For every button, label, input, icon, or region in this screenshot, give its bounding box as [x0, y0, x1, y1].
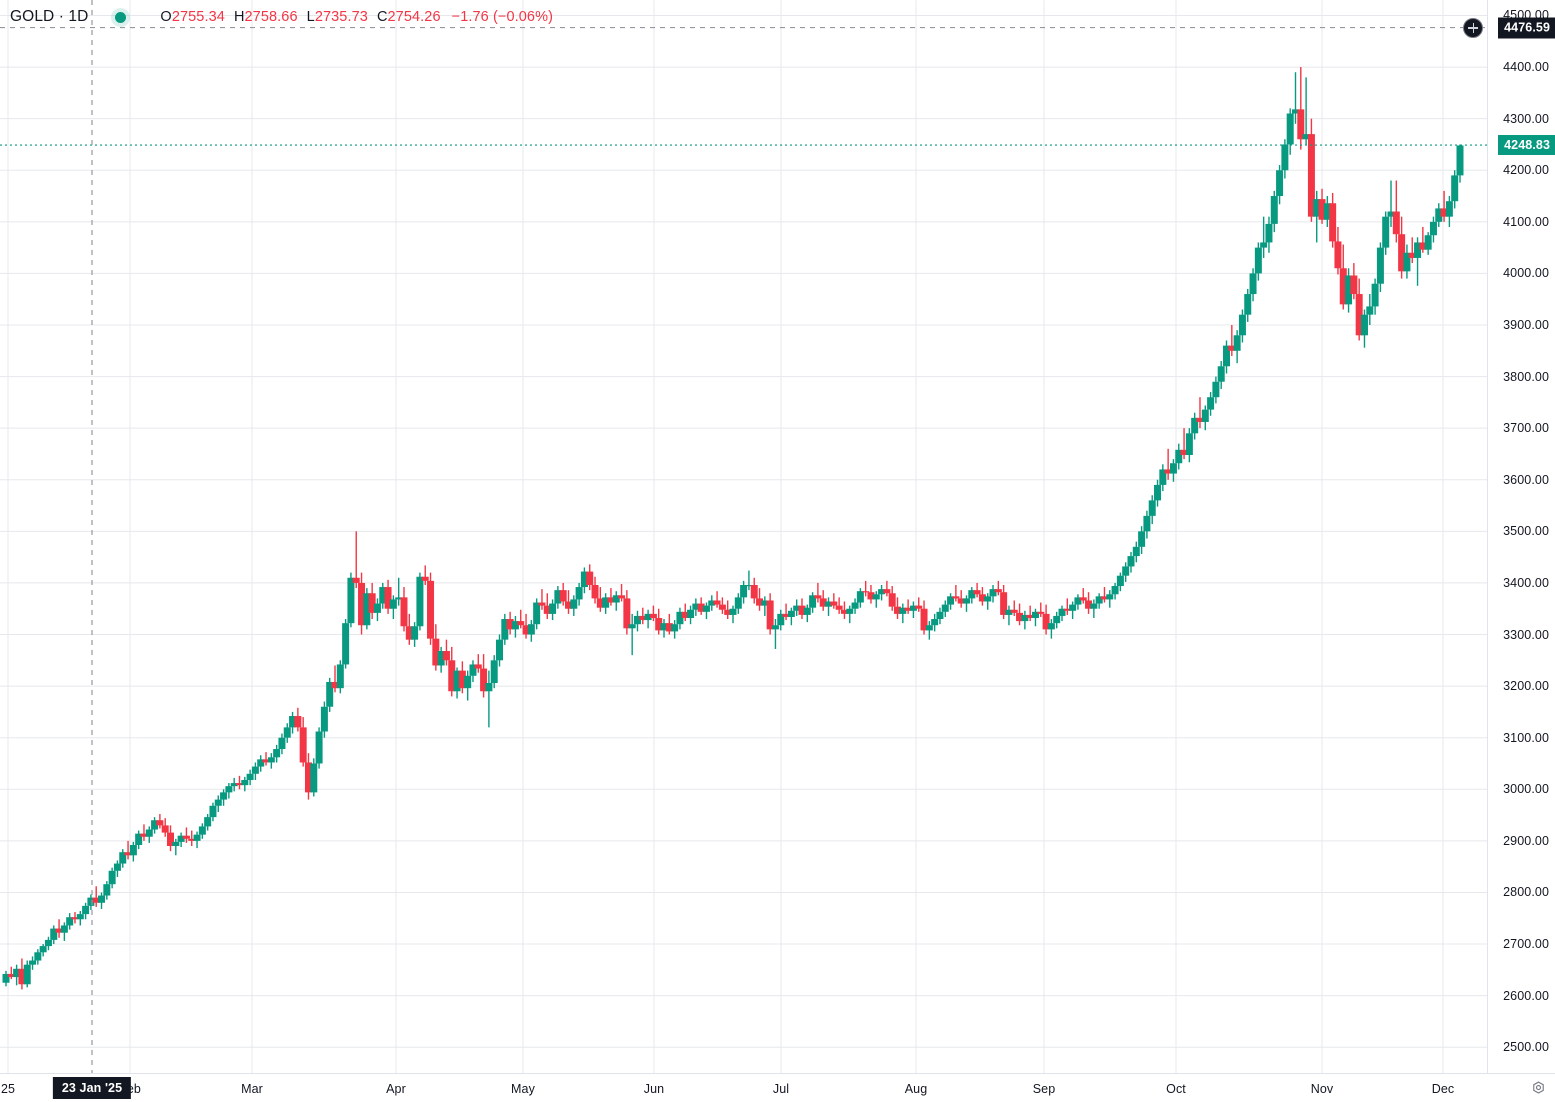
ohlc-open-value: 2755.34 — [171, 9, 225, 25]
ohlc-close-label: C — [376, 9, 388, 25]
price-axis-tick: 2700.00 — [1503, 937, 1549, 952]
ohlc-low-label: L — [306, 9, 315, 25]
ohlc-close: C2754.26 — [377, 9, 441, 25]
chart-legend: GOLD · 1D O2755.34 H2758.66 L2735.73 C27… — [10, 6, 553, 28]
price-axis-tick: 3500.00 — [1503, 524, 1549, 539]
time-axis-tick: Mar — [241, 1082, 263, 1096]
price-axis-tick: 4200.00 — [1503, 163, 1549, 178]
price-axis-tick: 2900.00 — [1503, 833, 1549, 848]
ohlc-values: O2755.34 H2758.66 L2735.73 C2754.26 −1.7… — [160, 9, 553, 25]
status-dot-icon — [114, 11, 126, 23]
ohlc-low: L2735.73 — [307, 9, 368, 25]
price-axis-tick: 3200.00 — [1503, 679, 1549, 694]
candlestick-series — [0, 67, 1487, 990]
crosshair-price-badge: 4476.59 — [1498, 17, 1555, 39]
price-axis-tick: 4400.00 — [1503, 60, 1549, 75]
price-axis-tick: 3000.00 — [1503, 782, 1549, 797]
price-axis-tick: 4000.00 — [1503, 266, 1549, 281]
time-axis-tick: Dec — [1431, 1082, 1455, 1096]
price-axis-tick: 3300.00 — [1503, 627, 1549, 642]
ohlc-low-value: 2735.73 — [314, 9, 368, 25]
price-axis-tick: 4300.00 — [1503, 111, 1549, 126]
time-axis-tick: May — [511, 1082, 535, 1096]
price-axis-tick: 3800.00 — [1503, 369, 1549, 384]
time-axis[interactable]: 25FebMarAprMayJunJulAugSepOctNovDec 23 J… — [0, 1073, 1555, 1102]
crosshair-date-badge: 23 Jan '25 — [52, 1077, 132, 1099]
price-axis-tick: 2800.00 — [1503, 885, 1549, 900]
time-axis-tick: Aug — [904, 1082, 928, 1096]
symbol-title[interactable]: GOLD · 1D — [10, 8, 89, 25]
price-axis-tick: 3900.00 — [1503, 317, 1549, 332]
settings-gear-icon[interactable] — [1528, 1078, 1549, 1099]
time-axis-tick: Sep — [1032, 1082, 1056, 1096]
price-axis-tick: 4100.00 — [1503, 214, 1549, 229]
time-axis-tick: Jul — [772, 1082, 790, 1096]
price-axis[interactable]: 4500.00 4400.00 4300.00 4200.00 4100.00 4000.… — [1463, 0, 1555, 1073]
ohlc-open: O2755.34 — [160, 9, 225, 25]
price-axis-tick: 3100.00 — [1503, 730, 1549, 745]
chart-plot-area[interactable] — [0, 0, 1487, 1073]
price-axis-tick: 3400.00 — [1503, 575, 1549, 590]
market-status-indicator — [102, 11, 138, 23]
last-price-badge[interactable]: 4248.83 — [1498, 135, 1555, 156]
ohlc-close-value: 2754.26 — [387, 9, 441, 25]
ohlc-high-label: H — [233, 9, 245, 25]
price-axis-tick: 3600.00 — [1503, 472, 1549, 487]
ohlc-change-value: −1.76 (−0.06%) — [451, 9, 553, 25]
time-axis-tick: Apr — [386, 1082, 406, 1096]
time-axis-tick: 25 — [0, 1082, 16, 1096]
time-axis-tick: Jun — [643, 1082, 665, 1096]
time-axis-tick: Nov — [1310, 1082, 1334, 1096]
crosshair-lines — [0, 0, 1487, 1073]
price-axis-tick: 2600.00 — [1503, 988, 1549, 1003]
ohlc-open-label: O — [160, 9, 172, 25]
chart-gridlines — [0, 0, 1487, 1073]
ohlc-high-value: 2758.66 — [244, 9, 298, 25]
price-axis-tick: 3700.00 — [1503, 421, 1549, 436]
gear-glyph — [1533, 1081, 1544, 1094]
add-alert-button[interactable] — [1463, 17, 1483, 38]
time-axis-tick: Oct — [1166, 1082, 1186, 1096]
price-axis-tick: 2500.00 — [1503, 1040, 1549, 1055]
ohlc-high: H2758.66 — [234, 9, 298, 25]
